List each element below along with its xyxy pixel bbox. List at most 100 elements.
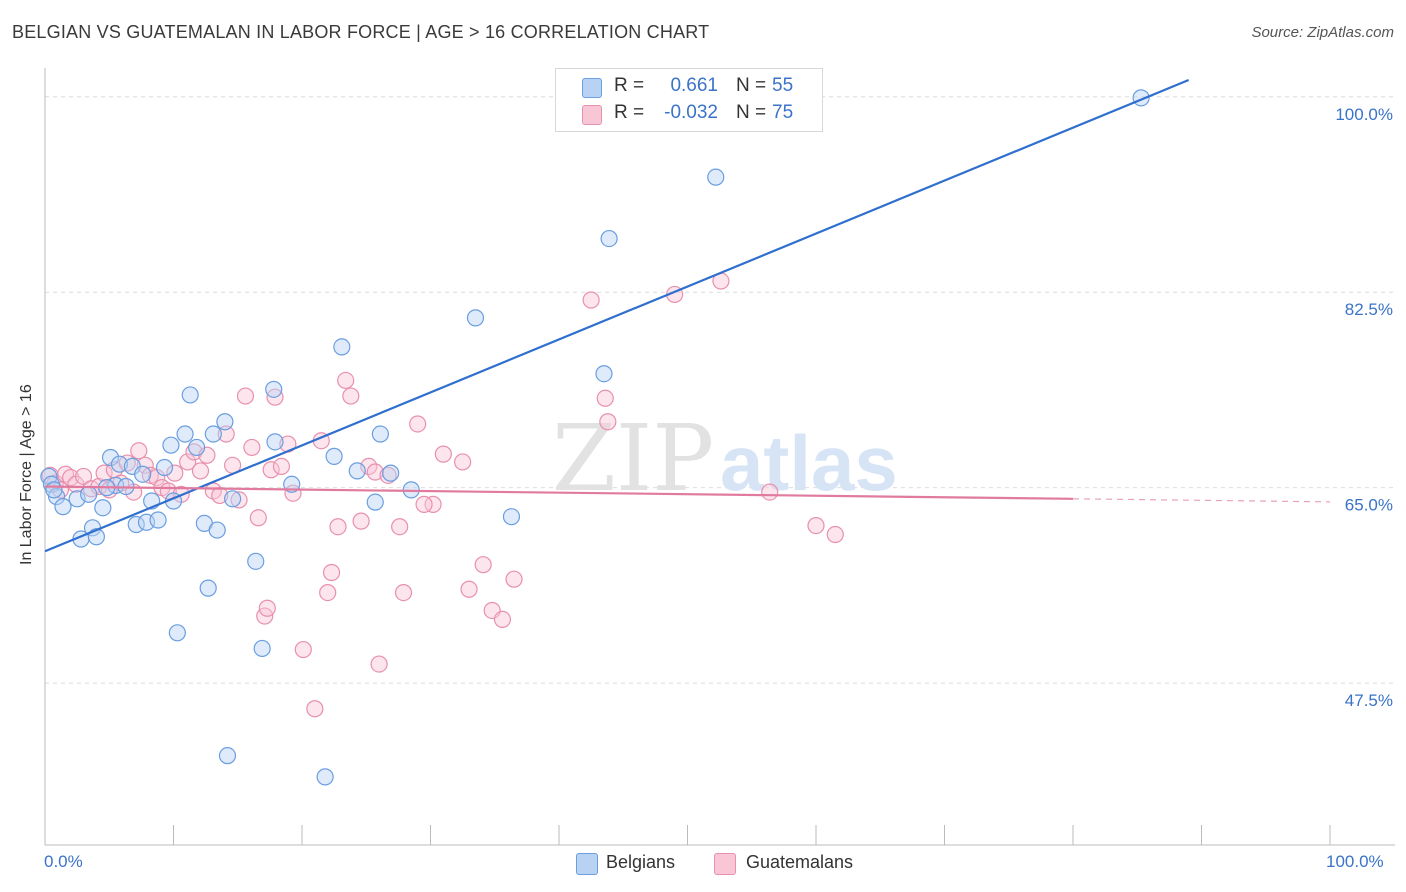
guatemalan-point-49 [342, 387, 360, 405]
axes [44, 68, 1395, 846]
belgian-point-42 [348, 462, 366, 480]
belgian-point-10 [101, 448, 120, 467]
belgian-point-29 [204, 425, 222, 443]
legend-r-value-guatemalans: -0.032 [664, 102, 718, 123]
belgian-point-9 [94, 499, 112, 517]
guatemalan-point-25 [191, 462, 210, 480]
belgian-point-30 [208, 521, 226, 539]
legend-row-guatemalans: R = -0.032 N = 75 [556, 102, 822, 128]
guatemalan-point-66 [582, 291, 600, 309]
guatemalan-point-31 [230, 491, 248, 509]
belgian-point-20 [155, 458, 174, 477]
guatemalan-point-36 [258, 599, 276, 617]
belgian-point-31 [216, 413, 234, 431]
legend-n-label: N = [736, 102, 767, 123]
belgian-point-25 [181, 386, 199, 404]
guatemalan-point-37 [262, 461, 280, 479]
belgian-point-6 [80, 485, 98, 503]
guatemalans-trendline [44, 485, 1074, 500]
guatemalan-point-60 [454, 453, 472, 471]
belgian-point-23 [168, 624, 186, 642]
legend-n-value-guatemalans: 75 [772, 102, 794, 123]
y-tick-label-3: 100.0% [1335, 105, 1393, 124]
guatemalan-point-72 [807, 516, 825, 535]
belgian-point-37 [266, 433, 284, 451]
guatemalan-point-61 [460, 580, 478, 598]
belgian-point-16 [134, 465, 152, 483]
guatemalan-point-55 [391, 518, 409, 536]
belgian-point-48 [502, 508, 521, 526]
belgian-point-41 [316, 768, 334, 786]
belgian-point-24 [176, 425, 194, 443]
legend-r-value-belgians: 0.661 [670, 75, 718, 96]
guatemalan-point-68 [599, 413, 617, 431]
guatemalan-point-65 [505, 570, 523, 588]
bottom-legend-swatch-belgians [576, 853, 598, 875]
guatemalan-point-56 [394, 584, 413, 602]
guatemalan-point-50 [352, 512, 370, 530]
guatemalan-point-57 [409, 415, 427, 433]
guatemalan-point-48 [337, 371, 355, 390]
legend-r-label: R = [614, 102, 645, 123]
belgian-point-3 [54, 498, 72, 516]
belgian-point-35 [253, 639, 271, 658]
belgian-point-45 [382, 464, 400, 482]
y-tick-label-0: 47.5% [1345, 691, 1393, 710]
belgian-point-44 [371, 425, 389, 443]
legend-swatch-guatemalans [582, 105, 602, 125]
x-tick-label-min: 0.0% [44, 852, 83, 871]
guatemalan-point-54 [379, 466, 397, 484]
bottom-legend-swatch-guatemalans [714, 853, 736, 875]
watermark-atlas: atlas [720, 419, 898, 507]
guatemalan-point-15 [130, 442, 148, 460]
belgian-point-33 [224, 490, 242, 508]
guatemalan-point-32 [236, 387, 255, 405]
belgian-point-43 [366, 493, 384, 511]
belgian-point-32 [218, 747, 237, 765]
guatemalan-point-34 [249, 509, 267, 527]
guatemalan-point-39 [272, 457, 291, 476]
guatemalan-point-67 [596, 389, 614, 407]
guatemalan-point-59 [434, 445, 452, 463]
guatemalan-point-47 [329, 518, 347, 536]
guatemalan-point-73 [826, 525, 844, 544]
legend-r-label: R = [614, 75, 645, 96]
guatemalan-point-6 [74, 467, 93, 486]
legend-n-value-belgians: 55 [772, 75, 794, 96]
belgian-point-53 [45, 481, 63, 499]
belgian-point-47 [466, 309, 485, 327]
belgian-point-39 [325, 447, 343, 465]
guatemalan-point-43 [306, 700, 324, 718]
belgian-point-50 [600, 229, 618, 248]
belgian-point-49 [595, 365, 613, 383]
guatemalan-point-53 [370, 655, 388, 673]
belgian-point-38 [283, 475, 301, 493]
belgian-point-36 [265, 380, 283, 398]
source-label: Source: ZipAtlas.com [1251, 24, 1394, 41]
guatemalan-point-45 [319, 584, 337, 602]
belgian-point-26 [188, 438, 206, 457]
guatemalan-point-28 [211, 486, 229, 505]
guatemalan-point-9 [95, 464, 113, 482]
legend-box: R = 0.661 N = 55 R = -0.032 N = 75 [555, 68, 823, 132]
bottom-legend: Belgians Guatemalans [0, 852, 1406, 878]
bottom-legend-label-guatemalans: Guatemalans [746, 852, 854, 872]
bottom-legend-label-belgians: Belgians [606, 852, 676, 872]
guatemalan-point-46 [322, 563, 341, 582]
legend-row-belgians: R = 0.661 N = 55 [556, 75, 822, 101]
y-tick-label-1: 65.0% [1345, 496, 1393, 515]
x-tick-label-max: 100.0% [1326, 852, 1384, 871]
guatemalan-point-71 [761, 483, 779, 501]
guatemalan-point-33 [243, 438, 261, 457]
guatemalan-point-21 [166, 464, 184, 482]
belgian-point-28 [199, 579, 217, 597]
guatemalan-point-58 [424, 495, 442, 513]
legend-swatch-belgians [582, 78, 602, 98]
belgian-point-51 [707, 168, 725, 186]
y-tick-label-2: 82.5% [1345, 300, 1393, 319]
guatemalan-point-29 [217, 425, 235, 443]
belgian-point-15 [127, 515, 145, 534]
guatemalan-point-42 [294, 640, 312, 659]
trendlines [44, 78, 1331, 553]
